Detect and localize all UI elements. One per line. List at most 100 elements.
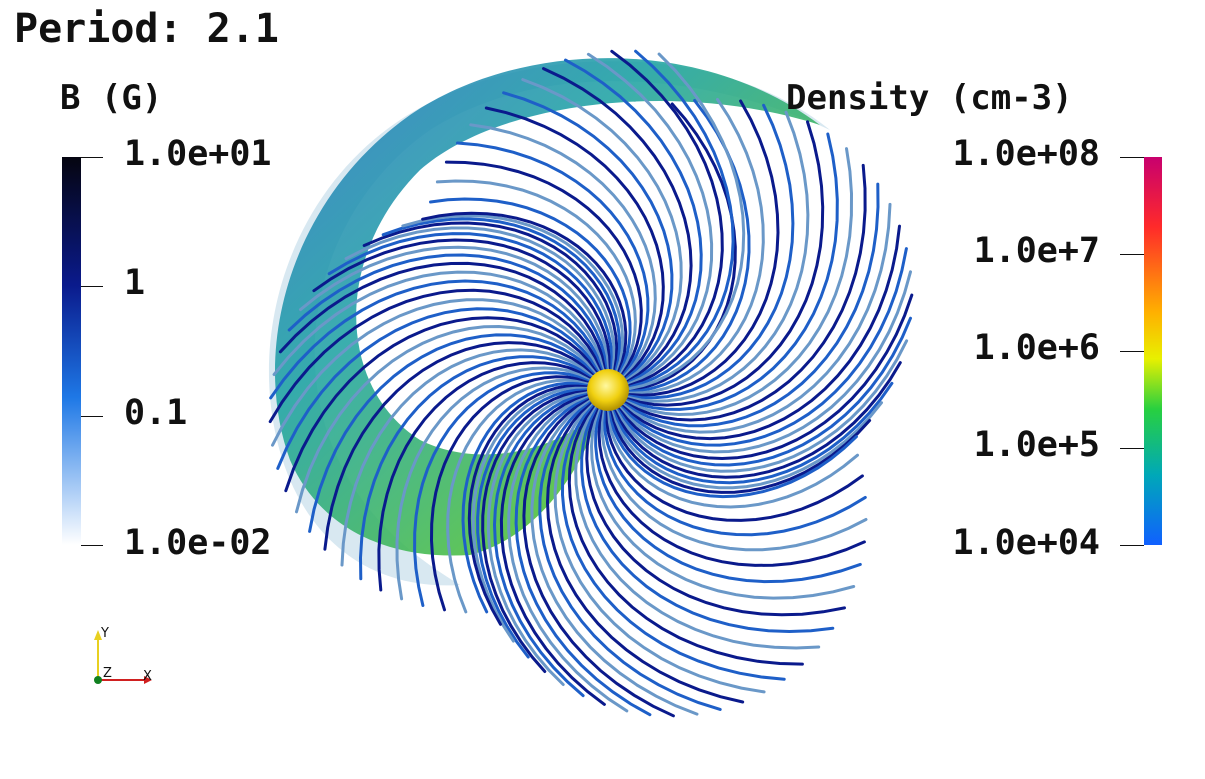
field-line [623,182,880,428]
density-tick-1e7: 1.0e+7 [973,231,1100,271]
field-line [358,355,593,581]
magnetic-field-lines [268,49,914,718]
field-line [476,387,588,659]
field-line [521,78,683,382]
field-line [413,371,591,607]
field-line [269,279,605,400]
field-line [381,217,622,372]
field-line [616,316,912,467]
field-line [327,232,614,370]
b-tick-1: 1 [124,263,146,303]
field-line [492,391,588,698]
field-line [608,410,872,494]
field-line [421,211,628,373]
field-line [553,402,766,694]
field-line [628,102,737,392]
field-line [323,341,595,551]
field-line [271,298,602,447]
field-line [604,410,864,522]
field-line [567,404,804,666]
field-line [344,226,616,371]
field-line [272,270,606,376]
outer-shell [268,61,830,586]
field-line [469,123,657,378]
field-line [614,339,909,473]
field-line [461,381,589,614]
field-line [522,397,675,718]
field-line [308,333,596,533]
field-line [456,141,650,377]
field-line [502,91,674,380]
field-line [377,361,592,592]
field-line [299,245,611,370]
field-line [287,253,609,370]
b-field-colorbar-title: B (G) [60,78,163,118]
field-line [268,288,603,424]
b-tick-0-1: 0.1 [124,393,188,433]
field-line [538,400,722,711]
field-line [542,67,693,383]
field-line [276,307,600,470]
field-line [625,132,839,411]
field-line [610,401,883,490]
field-line [580,406,835,634]
field-line [600,409,868,552]
density-tick-1e6: 1.0e+6 [973,328,1100,368]
field-line [626,120,825,407]
period-title: Period: 2.1 [14,6,279,52]
field-line [312,238,612,370]
density-colorbar-title: Density (cm-3) [786,78,1073,118]
field-line [486,390,588,686]
axis-y-label: Y [101,626,109,641]
b-tick-min: 1.0e-02 [124,523,272,563]
field-line [585,407,846,617]
field-line [589,408,856,600]
b-tick-max: 1.0e+01 [124,134,272,174]
field-line [607,410,858,499]
field-line [499,393,606,706]
field-line [597,409,866,567]
field-line [620,247,908,447]
field-line [610,49,724,387]
field-line [471,385,588,643]
field-line [618,270,912,454]
axis-z-label: Z [103,666,112,681]
field-line [284,316,599,493]
field-line [435,179,637,375]
field-line [617,293,914,461]
density-colorbar [1144,157,1162,545]
field-line [602,410,867,537]
field-line [624,163,867,422]
field-line [611,381,894,485]
field-line [514,396,652,717]
field-line [628,97,765,395]
field-line [560,403,786,681]
field-line [295,324,598,514]
field-line [627,110,810,403]
field-line [627,103,795,400]
field-line [594,408,862,584]
field-line [481,388,588,673]
field-line [429,197,632,374]
field-line [507,394,629,713]
field-line [429,375,590,612]
density-tick-min: 1.0e+04 [952,523,1100,563]
field-line [605,410,859,509]
field-line [613,361,902,479]
field-line [467,383,588,626]
field-line [625,147,854,417]
density-tick-max: 1.0e+08 [952,134,1100,174]
field-line [586,52,714,386]
star [587,369,629,411]
field-line [446,378,589,614]
field-line [564,58,703,384]
field-line [574,405,821,650]
field-line [484,106,665,379]
field-line [545,401,745,704]
field-line [622,202,892,434]
field-line [340,348,594,567]
field-line [628,52,746,390]
axis-x-label: X [143,669,152,684]
field-line [621,224,901,441]
